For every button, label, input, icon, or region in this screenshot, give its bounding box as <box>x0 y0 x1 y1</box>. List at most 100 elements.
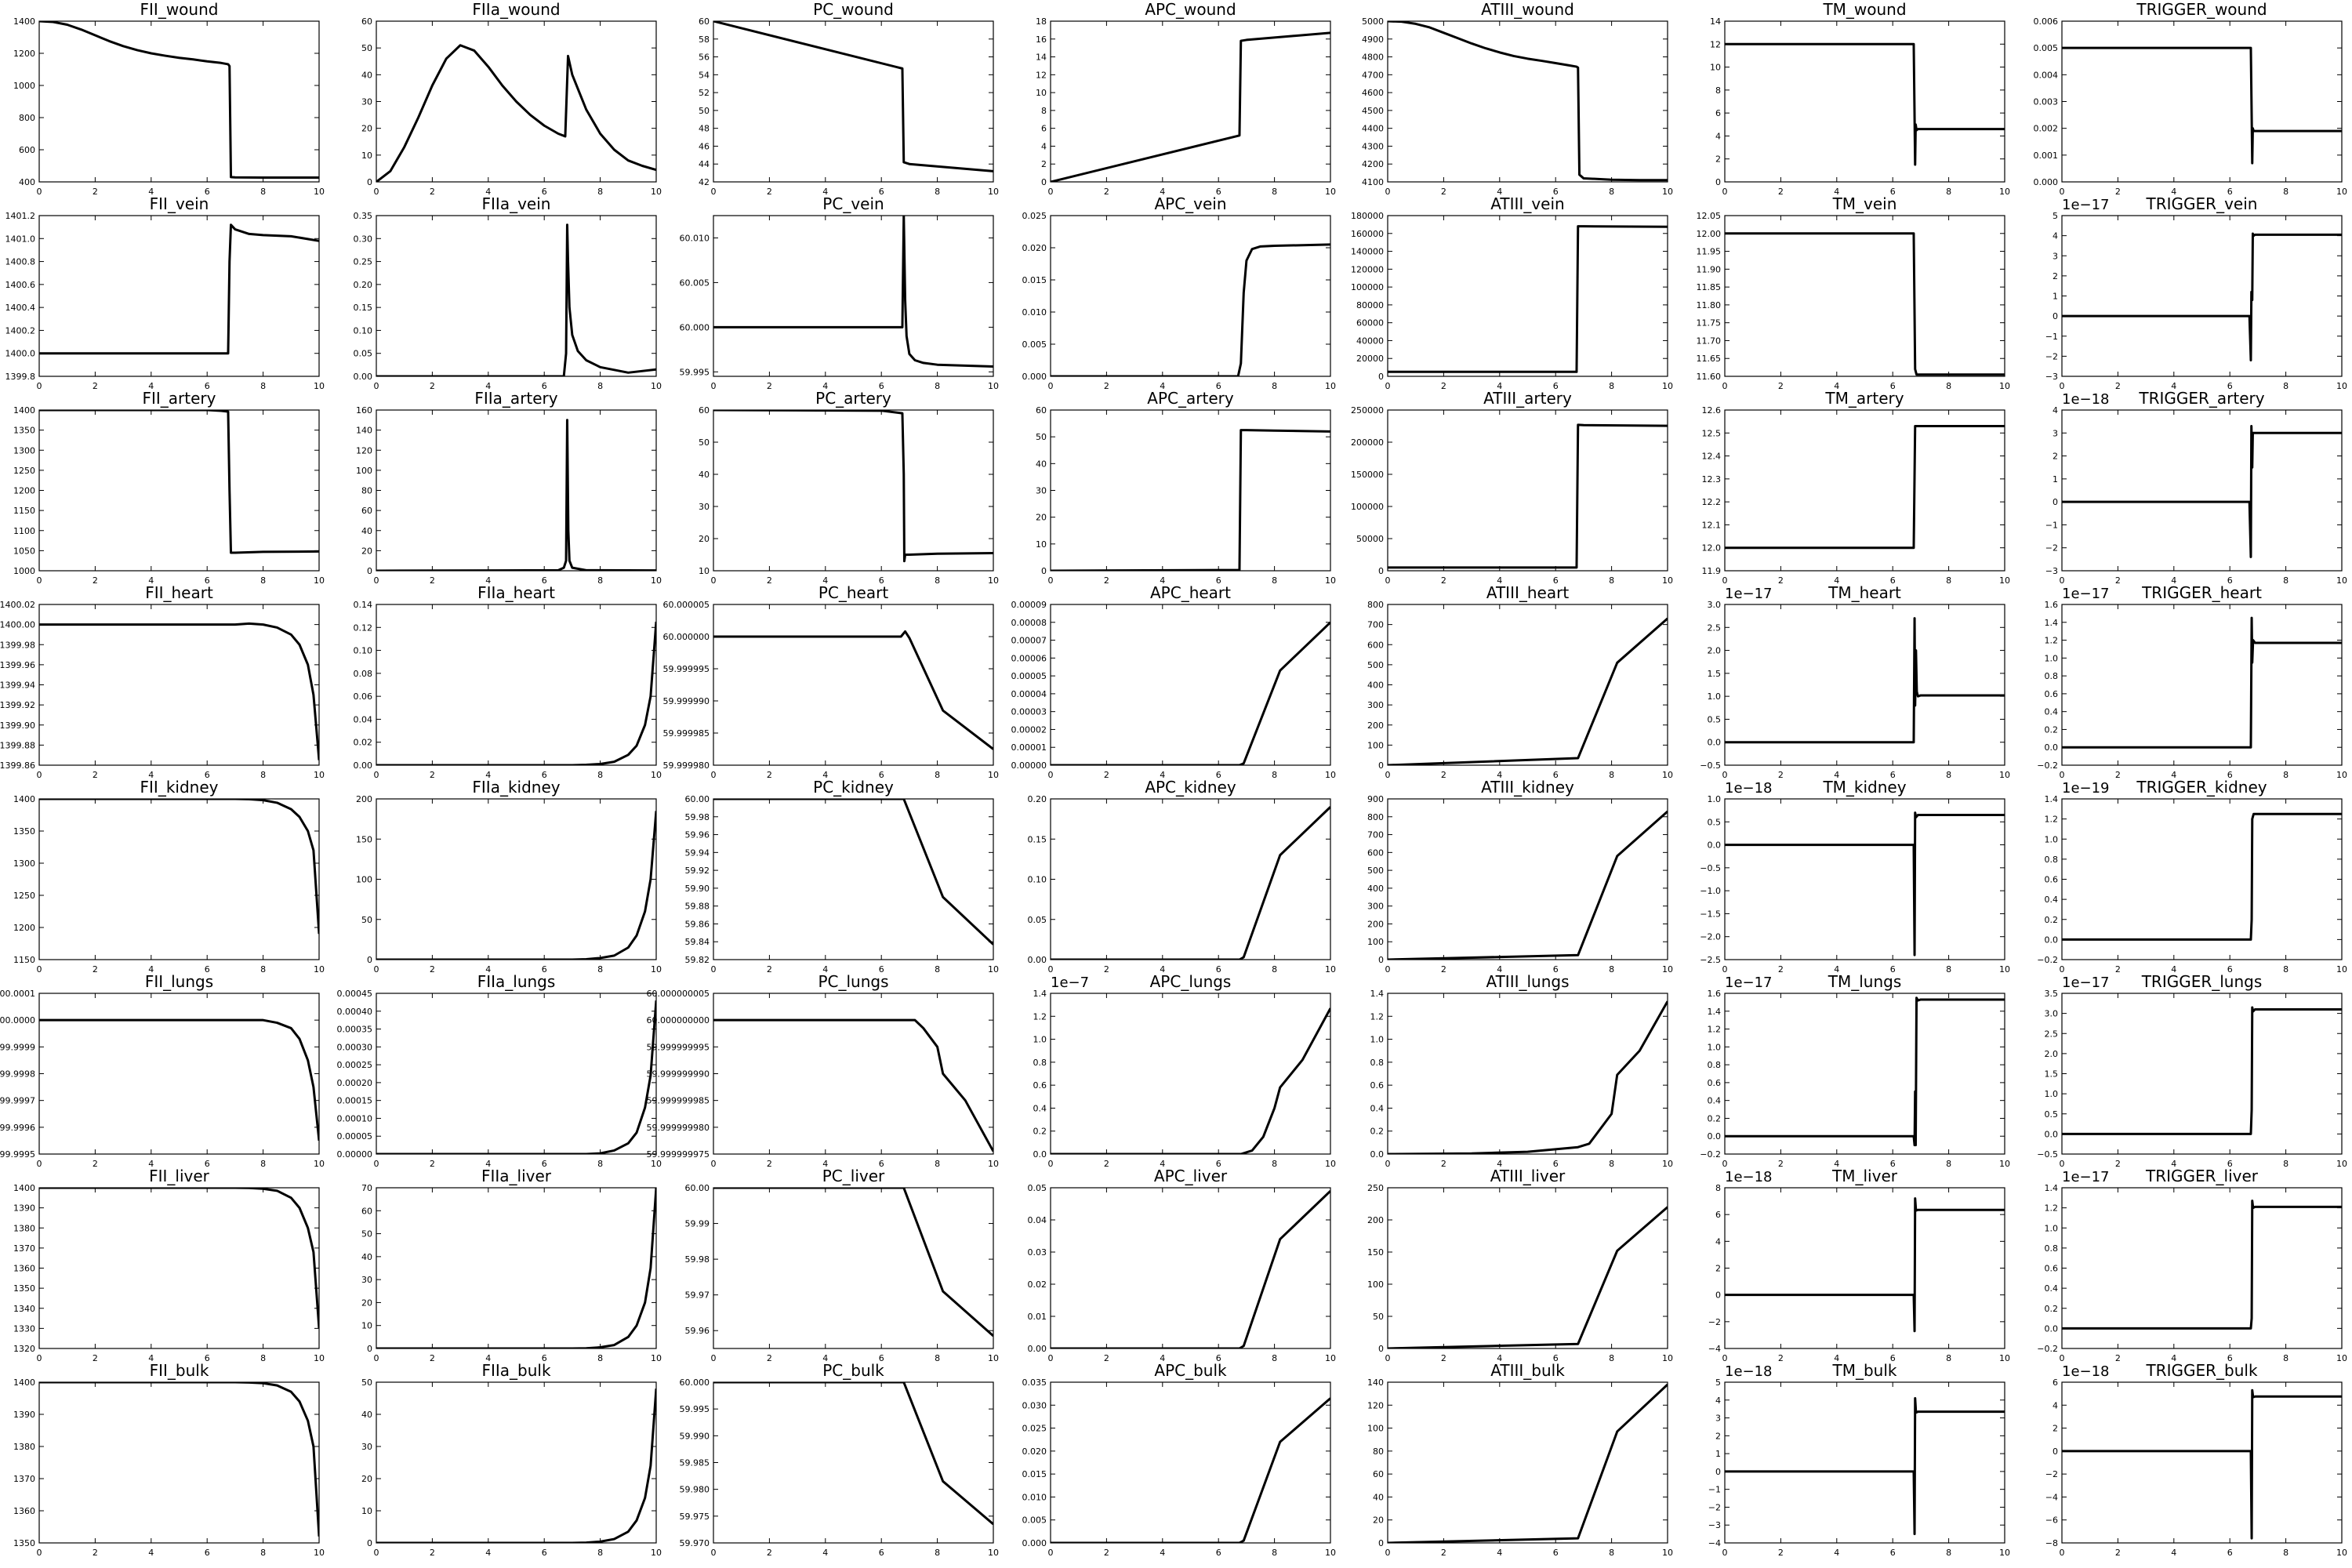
y-tick-label: 1399.96 <box>0 660 35 670</box>
x-tick-label: 10 <box>1325 381 1336 391</box>
y-tick-label: 0.00001 <box>1011 742 1047 753</box>
x-tick-label: 6 <box>2227 964 2233 975</box>
x-tick-label: 10 <box>1999 1159 2010 1169</box>
x-tick-label: 0 <box>1722 1548 1728 1558</box>
y-tick-label: 3.0 <box>2045 1009 2059 1019</box>
y-tick-label: 30 <box>699 502 710 512</box>
x-tick-label: 8 <box>1609 187 1614 197</box>
y-tick-label: 1.0 <box>1708 691 1722 702</box>
y-tick-label: 60.00 <box>685 1183 710 1193</box>
x-tick-label: 0 <box>711 770 717 780</box>
x-tick-label: 6 <box>542 575 547 586</box>
x-tick-label: 0 <box>37 1548 42 1558</box>
x-tick-label: 4 <box>485 187 491 197</box>
y-tick-label: 1350 <box>13 826 35 837</box>
x-tick-label: 0 <box>1722 575 1728 586</box>
y-tick-label: 0.14 <box>354 600 373 610</box>
x-tick-label: 10 <box>314 1548 325 1558</box>
plot-frame <box>713 604 994 766</box>
x-tick-label: 10 <box>314 964 325 975</box>
y-tick-label: 1350 <box>13 426 35 436</box>
y-tick-label: −0.5 <box>2037 1149 2058 1160</box>
x-tick-label: 0 <box>711 187 717 197</box>
subplot-title: PC_artery <box>815 389 891 408</box>
series-line <box>1725 42 2005 166</box>
subplot-title: FIIa_wound <box>472 0 560 19</box>
axis-offset-label: 1e−7 <box>1051 975 1089 991</box>
subplot: TRIGGER_kidney 1e−19 0 2 4 6 8 10 −0.2 0.0 0.2 0.4 0… <box>2037 778 2347 975</box>
y-tick-label: 0.8 <box>1370 1058 1385 1068</box>
y-tick-label: 58 <box>699 34 710 45</box>
x-tick-label: 6 <box>205 381 210 391</box>
x-tick-label: 8 <box>260 770 266 780</box>
y-tick-label: 8 <box>1041 106 1047 116</box>
y-tick-label: −2 <box>2045 1469 2058 1479</box>
plot-frame <box>38 798 320 960</box>
y-tick-label: 60 <box>699 16 710 27</box>
y-tick-label: 59.97 <box>685 1290 710 1301</box>
y-tick-label: 4600 <box>1362 88 1384 98</box>
y-tick-label: −1.5 <box>1700 909 1721 919</box>
y-tick-label: 20 <box>361 1298 372 1308</box>
x-tick-label: 4 <box>1497 1353 1502 1363</box>
x-tick-label: 0 <box>37 1159 42 1169</box>
axis-offset-label: 1e−18 <box>2062 391 2110 408</box>
x-tick-label: 6 <box>1553 1548 1559 1558</box>
y-tick-label: 0.05 <box>1028 1183 1047 1193</box>
x-tick-label: 6 <box>1553 381 1559 391</box>
y-tick-label: −1 <box>2045 332 2058 342</box>
y-tick-label: 60 <box>1036 405 1047 416</box>
x-tick-label: 2 <box>93 964 98 975</box>
series-line <box>1051 31 1330 182</box>
plot-frame <box>713 1187 994 1349</box>
y-tick-label: 100 <box>356 466 372 476</box>
y-tick-label: 2 <box>1715 1264 1721 1274</box>
plot-frame <box>1050 604 1331 766</box>
series-line <box>2062 1388 2342 1540</box>
y-tick-label: 1.4 <box>1370 989 1385 999</box>
plot-frame <box>1724 993 2005 1155</box>
x-tick-label: 4 <box>822 381 828 391</box>
y-tick-label: 0.00005 <box>1011 671 1047 681</box>
y-tick-label: 1.2 <box>2045 815 2059 825</box>
series-line <box>376 1188 656 1348</box>
x-tick-label: 10 <box>314 575 325 586</box>
y-tick-label: −2.0 <box>1700 932 1721 942</box>
y-tick-label: 2 <box>2053 271 2058 281</box>
y-tick-label: 0 <box>2053 497 2058 507</box>
y-tick-label: 12.0 <box>1702 543 1722 554</box>
y-tick-label: 0.00045 <box>337 989 373 999</box>
x-tick-label: 6 <box>2227 1548 2233 1558</box>
subplot-title: TM_wound <box>1822 0 1906 19</box>
y-tick-label: 0.000 <box>1022 372 1047 382</box>
y-tick-label: 1.0 <box>1708 794 1722 804</box>
plot-frame <box>38 1381 320 1544</box>
x-tick-label: 8 <box>2283 964 2288 975</box>
x-tick-label: 2 <box>1778 575 1784 586</box>
y-tick-label: 59.999980 <box>663 760 710 771</box>
x-tick-label: 2 <box>1104 1548 1109 1558</box>
x-tick-label: 10 <box>988 964 999 975</box>
y-tick-label: 5000 <box>1362 16 1384 27</box>
y-tick-label: 50 <box>699 106 710 116</box>
x-tick-label: 4 <box>1160 187 1165 197</box>
x-tick-label: 8 <box>1272 770 1277 780</box>
y-tick-label: −0.2 <box>2037 1344 2058 1354</box>
series-line <box>1725 1197 2005 1333</box>
series-line <box>1388 617 1668 765</box>
plot-frame <box>38 1187 320 1349</box>
x-tick-label: 8 <box>260 187 266 197</box>
plot-frame <box>2061 798 2343 960</box>
y-tick-label: 160000 <box>1351 229 1384 239</box>
subplot: TM_kidney 1e−18 0 2 4 6 8 10 −2.5 −2.0 −1.5 −1.0 −0.… <box>1700 778 2010 975</box>
y-tick-label: 0.8 <box>2045 671 2059 681</box>
x-tick-label: 2 <box>93 187 98 197</box>
y-tick-label: 200 <box>1367 919 1384 929</box>
x-tick-label: 0 <box>1048 381 1054 391</box>
subplot-title: FII_heart <box>145 583 213 602</box>
x-tick-label: 6 <box>205 964 210 975</box>
y-tick-label: 4300 <box>1362 141 1384 151</box>
x-tick-label: 6 <box>542 187 547 197</box>
series-line <box>1388 810 1668 960</box>
